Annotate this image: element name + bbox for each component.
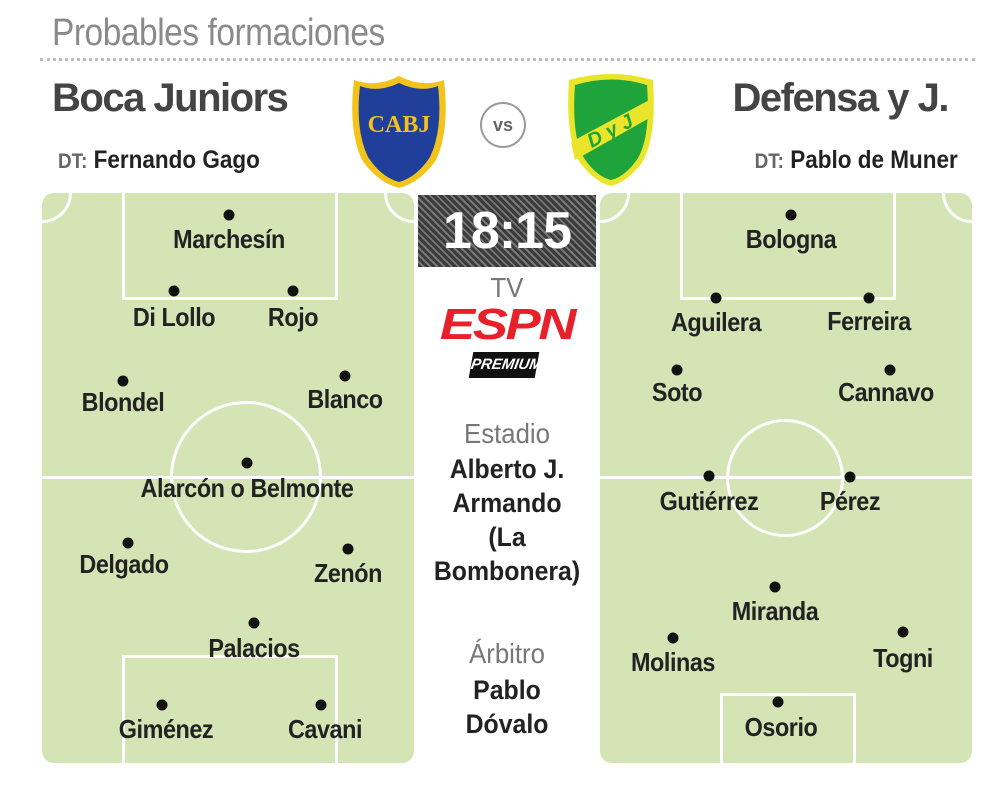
away-player-name: Miranda [731,596,819,626]
away-player-name: Bologna [745,224,837,254]
home-player-name: Giménez [118,714,214,744]
home-player-name: Delgado [79,549,169,579]
away-player-name: Aguilera [670,307,762,337]
home-player-marker [241,457,253,469]
divider [40,58,975,61]
boca-crest-logo: CABJ [352,76,446,188]
referee-label: Árbitro [469,638,545,669]
away-player-name: Cannavo [838,377,934,407]
home-player-marker [248,617,260,629]
away-player-name: Molinas [631,647,715,677]
away-player-name: Pérez [819,486,881,516]
away-pitch [600,193,972,763]
home-player-name: Marchesín [173,224,285,254]
home-player-name: Blondel [81,387,165,417]
espn-logo: ESPN [439,300,577,349]
home-player-marker [315,699,327,711]
away-player-marker [844,471,856,483]
premium-badge: PREMIUM [468,352,543,378]
away-player-marker [863,292,875,304]
referee-name: Pablo Dóvalo [465,675,549,739]
home-player-marker [287,285,299,297]
boca-crest-text: CABJ [368,112,431,138]
away-player-name: Soto [651,377,703,407]
away-team-name: Defensa y J. [732,76,950,120]
stadium-name: Alberto J. Armando (La Bombonera) [433,454,581,586]
away-player-marker [785,209,797,221]
away-player-marker [671,364,683,376]
home-player-marker [168,285,180,297]
home-player-marker [156,699,168,711]
tv-label: TV [490,272,524,303]
home-player-marker [342,543,354,555]
away-player-name: Togni [873,643,933,673]
home-player-name: Blanco [307,384,383,414]
home-player-marker [122,537,134,549]
away-player-name: Osorio [744,712,818,742]
away-player-marker [897,626,909,638]
away-player-name: Gutiérrez [659,486,759,516]
away-player-marker [769,581,781,593]
away-player-marker [884,364,896,376]
home-player-name: Rojo [267,302,319,332]
home-pitch [42,193,414,763]
stadium-label: Estadio [464,418,550,449]
away-player-name: Ferreira [827,306,911,336]
away-player-marker [667,632,679,644]
home-player-marker [339,370,351,382]
defensa-crest-logo: DyJ [568,74,654,186]
match-time: 18:15 [418,195,596,267]
home-coach: DT: Fernando Gago [58,146,260,174]
home-player-marker [223,209,235,221]
away-player-marker [703,470,715,482]
away-coach: DT: Pablo de Muner [754,146,958,174]
home-player-name: Palacios [208,633,300,663]
home-player-name: Cavani [287,714,363,744]
home-player-marker [117,375,129,387]
away-player-marker [772,696,784,708]
vs-badge: vs [480,102,526,148]
home-team-name: Boca Juniors [52,76,289,120]
away-player-marker [710,292,722,304]
home-player-name: Di Lollo [132,302,216,332]
home-player-name: Zenón [314,558,382,588]
page-title: Probables formaciones [52,12,385,54]
home-player-name: Alarcón o Belmonte [140,473,354,503]
